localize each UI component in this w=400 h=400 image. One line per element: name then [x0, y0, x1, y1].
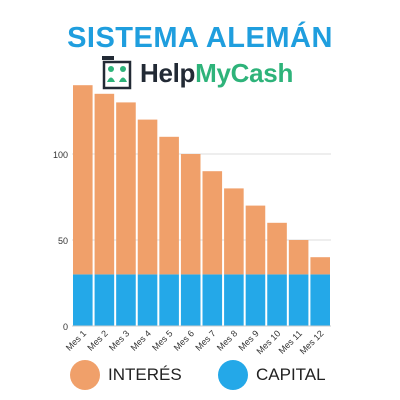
bar-capital: [180, 274, 201, 326]
y-tick-label: 0: [63, 322, 68, 332]
x-tick-label: Mes 7: [193, 328, 217, 352]
x-tick-label: Mes 1: [64, 328, 88, 352]
bar-capital: [245, 274, 266, 326]
bar-interes: [245, 205, 266, 275]
bar-interes: [267, 222, 287, 275]
y-tick-label: 100: [53, 150, 68, 160]
legend-swatch-capital: [218, 360, 248, 390]
bar-interes: [224, 188, 244, 275]
brand-name-help: Help: [140, 58, 196, 88]
bar-capital: [224, 274, 244, 326]
legend-label-interes: INTERÉS: [108, 365, 182, 384]
bar-interes: [94, 93, 115, 275]
legend-swatch-interes: [70, 360, 100, 390]
bar-capital: [288, 274, 309, 326]
brand-name: HelpMyCash: [140, 58, 293, 89]
x-tick-label: Mes 5: [150, 328, 174, 352]
brand-logo-icon: [102, 56, 132, 90]
bar-interes: [288, 240, 309, 275]
x-tick-label: Mes 8: [215, 328, 239, 352]
bar-capital: [116, 274, 136, 326]
chart-title: SISTEMA ALEMÁN: [67, 22, 333, 54]
bar-interes: [137, 119, 158, 275]
x-tick-label: Mes 3: [107, 328, 131, 352]
x-tick-label: Mes 4: [129, 328, 153, 352]
y-tick-label: 50: [58, 236, 68, 246]
x-tick-label: Mes 10: [255, 328, 283, 356]
bar-interes: [73, 85, 93, 275]
bar-interes: [116, 102, 136, 275]
legend-item-interes: INTERÉS: [70, 358, 182, 392]
x-tick-label: Mes 12: [298, 328, 326, 356]
bar-capital: [267, 274, 287, 326]
x-tick-label: Mes 6: [172, 328, 196, 352]
bar-capital: [94, 274, 115, 326]
legend-item-capital: CAPITAL: [218, 358, 326, 392]
bar-interes: [159, 136, 179, 275]
bar-capital: [310, 274, 330, 326]
bar-interes: [310, 257, 330, 275]
x-tick-label: Mes 2: [85, 328, 109, 352]
bar-capital: [202, 274, 223, 326]
bar-interes: [202, 171, 223, 275]
brand-name-mycash: MyCash: [195, 58, 294, 88]
bar-capital: [73, 274, 93, 326]
bar-interes: [180, 154, 201, 275]
brand-logo: HelpMyCash: [98, 54, 298, 96]
bar-capital: [159, 274, 179, 326]
legend-label-capital: CAPITAL: [256, 365, 326, 384]
bar-capital: [137, 274, 158, 326]
